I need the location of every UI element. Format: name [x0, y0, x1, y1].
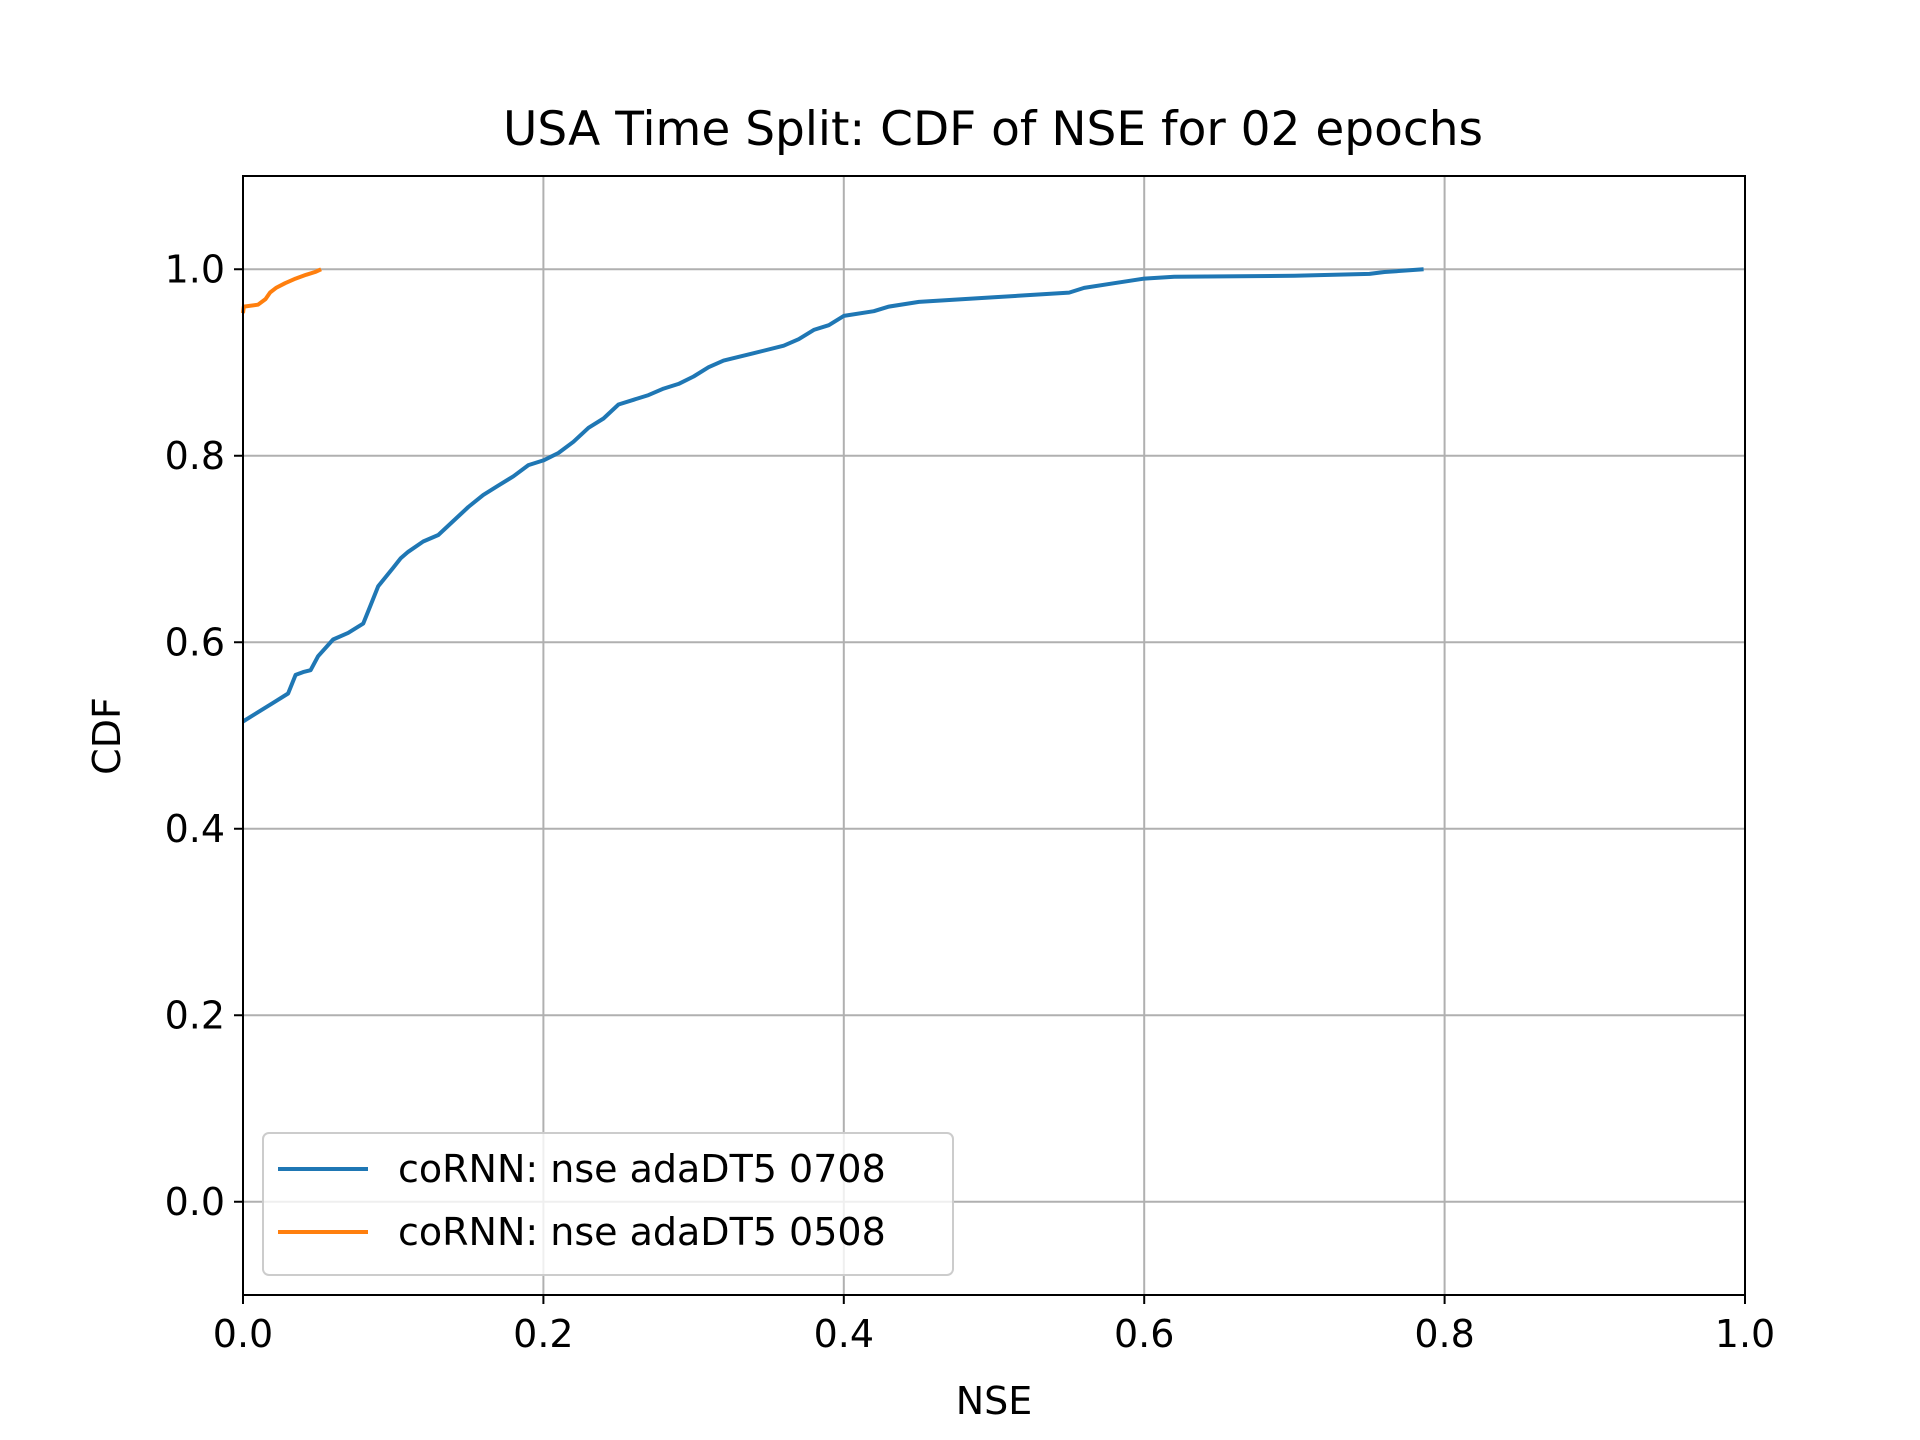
- series-line-1: [241, 267, 322, 314]
- legend: coRNN: nse adaDT5 0708 coRNN: nse adaDT5…: [262, 1132, 954, 1276]
- x-tick-label: 0.6: [1114, 1312, 1174, 1356]
- x-tick-label: 0.4: [814, 1312, 874, 1356]
- y-axis-label: CDF: [85, 697, 129, 775]
- y-tick-label: 0.4: [165, 807, 225, 851]
- chart-title: USA Time Split: CDF of NSE for 02 epochs: [503, 102, 1483, 157]
- legend-label-0708: coRNN: nse adaDT5 0708: [398, 1147, 886, 1191]
- y-tick-label: 0.0: [165, 1180, 225, 1224]
- legend-box: [262, 1132, 954, 1276]
- y-tick-label: 0.6: [165, 620, 225, 664]
- series-line-0: [241, 267, 1424, 724]
- grid-lines: [242, 176, 1746, 1295]
- plot-frame: [242, 175, 1746, 1296]
- x-tick-label: 0.8: [1414, 1312, 1474, 1356]
- y-tick-label: 0.2: [165, 993, 225, 1037]
- x-tick-label: 0.0: [213, 1312, 273, 1356]
- y-tick-label: 0.8: [165, 434, 225, 478]
- legend-label-0508: coRNN: nse adaDT5 0508: [398, 1210, 886, 1254]
- x-tick-label: 1.0: [1715, 1312, 1775, 1356]
- series-lines: [241, 267, 1424, 724]
- x-axis-label: NSE: [956, 1379, 1033, 1423]
- x-tick-label: 0.2: [513, 1312, 573, 1356]
- axis-ticks: 0.0 0.2 0.4 0.6 0.8 1.0 0.0 0.2 0.4 0.6 0.8 1.0: [165, 247, 1776, 1356]
- y-tick-label: 1.0: [165, 247, 225, 291]
